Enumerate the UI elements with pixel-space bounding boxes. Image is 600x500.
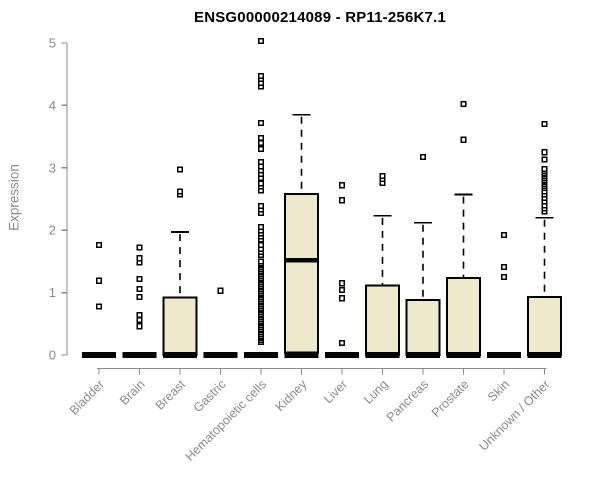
outlier-point (541, 156, 548, 163)
x-tick-label: Unknown / Other (476, 377, 552, 453)
outlier-point (176, 166, 184, 173)
outlier-point (257, 258, 265, 265)
outlier-point (136, 317, 143, 324)
outlier-point (217, 287, 224, 294)
y-tick-label: 4 (49, 98, 56, 113)
y-tick-label: 1 (49, 285, 56, 300)
y-tick-label: 2 (49, 223, 56, 238)
outlier-point (95, 303, 103, 310)
outlier-point (338, 182, 346, 189)
outlier-point (136, 244, 143, 251)
outlier-point (338, 295, 346, 302)
chart-title: ENSG00000214089 - RP11-256K7.1 (193, 9, 446, 26)
x-tick-label: Bladder (67, 377, 107, 417)
outlier-point (338, 287, 346, 294)
box (365, 284, 400, 356)
box (284, 193, 319, 354)
zero-bar (163, 352, 197, 359)
outlier-point (379, 172, 386, 179)
outlier-point (500, 263, 508, 271)
x-tick-label: Pancreas (384, 377, 431, 424)
outlier-point (541, 149, 548, 156)
x-tick-label: Hematopoietic cells (183, 377, 270, 464)
outlier-point (136, 312, 143, 319)
outlier-point (257, 38, 265, 45)
x-tick-label: Breast (153, 377, 189, 413)
outlier-point (257, 139, 265, 146)
outlier-point (257, 159, 265, 166)
zero-bar (527, 352, 562, 359)
zero-bar (365, 352, 400, 359)
outlier-point (136, 293, 143, 301)
zero-bar (446, 352, 481, 359)
outlier-point (257, 73, 265, 80)
box (162, 296, 198, 357)
box (446, 277, 481, 356)
outlier-point (460, 101, 467, 108)
outlier-point (136, 285, 143, 292)
x-tick-label: Prostate (429, 377, 472, 420)
zero-bar (244, 352, 278, 359)
outlier-point (541, 121, 548, 128)
y-tick-label: 5 (49, 36, 56, 51)
zero-bar (325, 352, 359, 359)
outlier-point (176, 188, 184, 195)
outlier-point (136, 275, 143, 282)
box (527, 295, 562, 356)
outlier-point (338, 340, 346, 347)
outlier-point (338, 197, 346, 204)
x-tick-label: Kidney (273, 377, 310, 414)
zero-bar (406, 352, 440, 359)
zero-bar (284, 352, 319, 359)
outlier-point (257, 242, 265, 249)
x-tick-label: Lung (361, 377, 391, 407)
outlier-point (257, 180, 265, 187)
x-tick-label: Liver (321, 377, 350, 406)
outlier-point (500, 273, 508, 281)
x-tick-label: Brain (117, 377, 148, 408)
outlier-point (95, 277, 103, 284)
outlier-point (419, 154, 427, 161)
outlier-point (136, 255, 143, 262)
y-tick-label: 3 (49, 160, 56, 175)
x-tick-label: Gastric (191, 377, 229, 415)
outlier-point (257, 202, 265, 209)
outlier-point (541, 165, 548, 173)
outlier-point (460, 136, 467, 143)
zero-bar (203, 352, 238, 359)
box (405, 299, 441, 357)
outlier-point (257, 134, 265, 141)
outlier-point (257, 119, 265, 126)
outlier-point (257, 224, 265, 231)
zero-bar (82, 352, 116, 359)
outlier-point (257, 146, 265, 153)
outlier-point (136, 323, 143, 330)
y-tick-label: 0 (49, 348, 56, 363)
outlier-point (338, 280, 346, 287)
zero-bar (122, 352, 157, 359)
outlier-point (500, 232, 508, 239)
outlier-point (95, 242, 103, 249)
zero-bar (487, 352, 521, 359)
x-tick-label: Skin (485, 377, 512, 404)
